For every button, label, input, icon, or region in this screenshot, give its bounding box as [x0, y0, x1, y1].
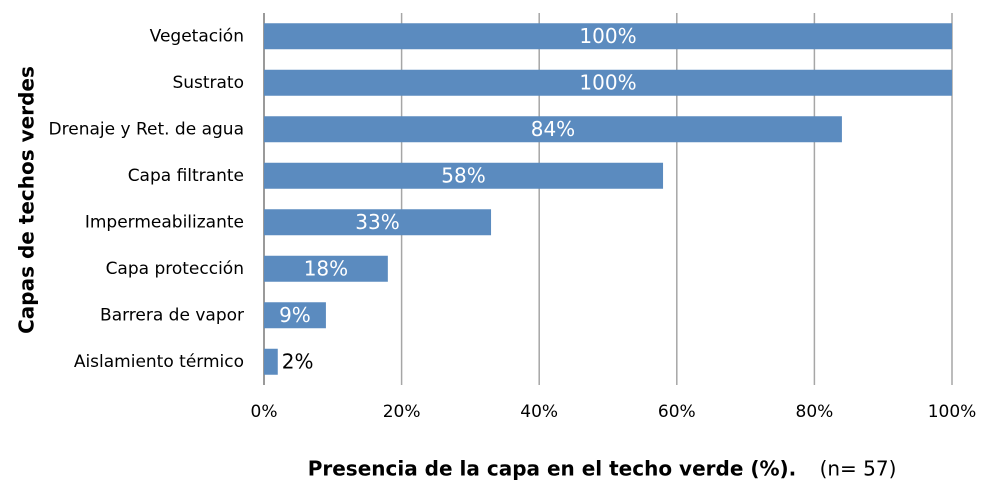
- y-tick-label: Sustrato: [172, 73, 244, 93]
- y-tick-label: Impermeabilizante: [85, 212, 244, 232]
- x-tick-label: 20%: [383, 402, 421, 422]
- x-axis-title: Presencia de la capa en el techo verde (…: [308, 457, 797, 481]
- bar: [264, 255, 388, 282]
- value-label: 100%: [579, 70, 636, 94]
- bar: [264, 209, 492, 236]
- bar: [264, 348, 278, 375]
- x-tick-label: 0%: [251, 402, 278, 422]
- bar: [264, 116, 842, 143]
- value-label: 100%: [579, 24, 636, 48]
- bar: [264, 162, 664, 189]
- y-axis-title: Capas de techos verdes: [15, 66, 39, 334]
- bar: [264, 69, 952, 96]
- y-tick-label: Drenaje y Ret. de agua: [49, 119, 244, 139]
- bar: [264, 302, 326, 329]
- value-label: 18%: [304, 256, 348, 280]
- annotation: (n= 57): [820, 457, 897, 481]
- y-tick-label: Capa filtrante: [128, 166, 244, 186]
- x-tick-label: 80%: [796, 402, 834, 422]
- value-label: 84%: [531, 117, 575, 141]
- x-tick-label: 100%: [928, 402, 977, 422]
- value-label: 33%: [355, 210, 399, 234]
- x-tick-label: 40%: [520, 402, 558, 422]
- bar: [264, 23, 952, 50]
- value-label: 58%: [441, 163, 485, 187]
- value-label: 2%: [282, 349, 314, 373]
- x-tick-label: 60%: [658, 402, 696, 422]
- y-tick-label: Vegetación: [150, 26, 244, 46]
- value-label: 9%: [279, 303, 311, 327]
- y-tick-label: Barrera de vapor: [100, 305, 244, 325]
- y-tick-label: Aislamiento térmico: [74, 352, 244, 372]
- y-tick-label: Capa protección: [106, 259, 244, 279]
